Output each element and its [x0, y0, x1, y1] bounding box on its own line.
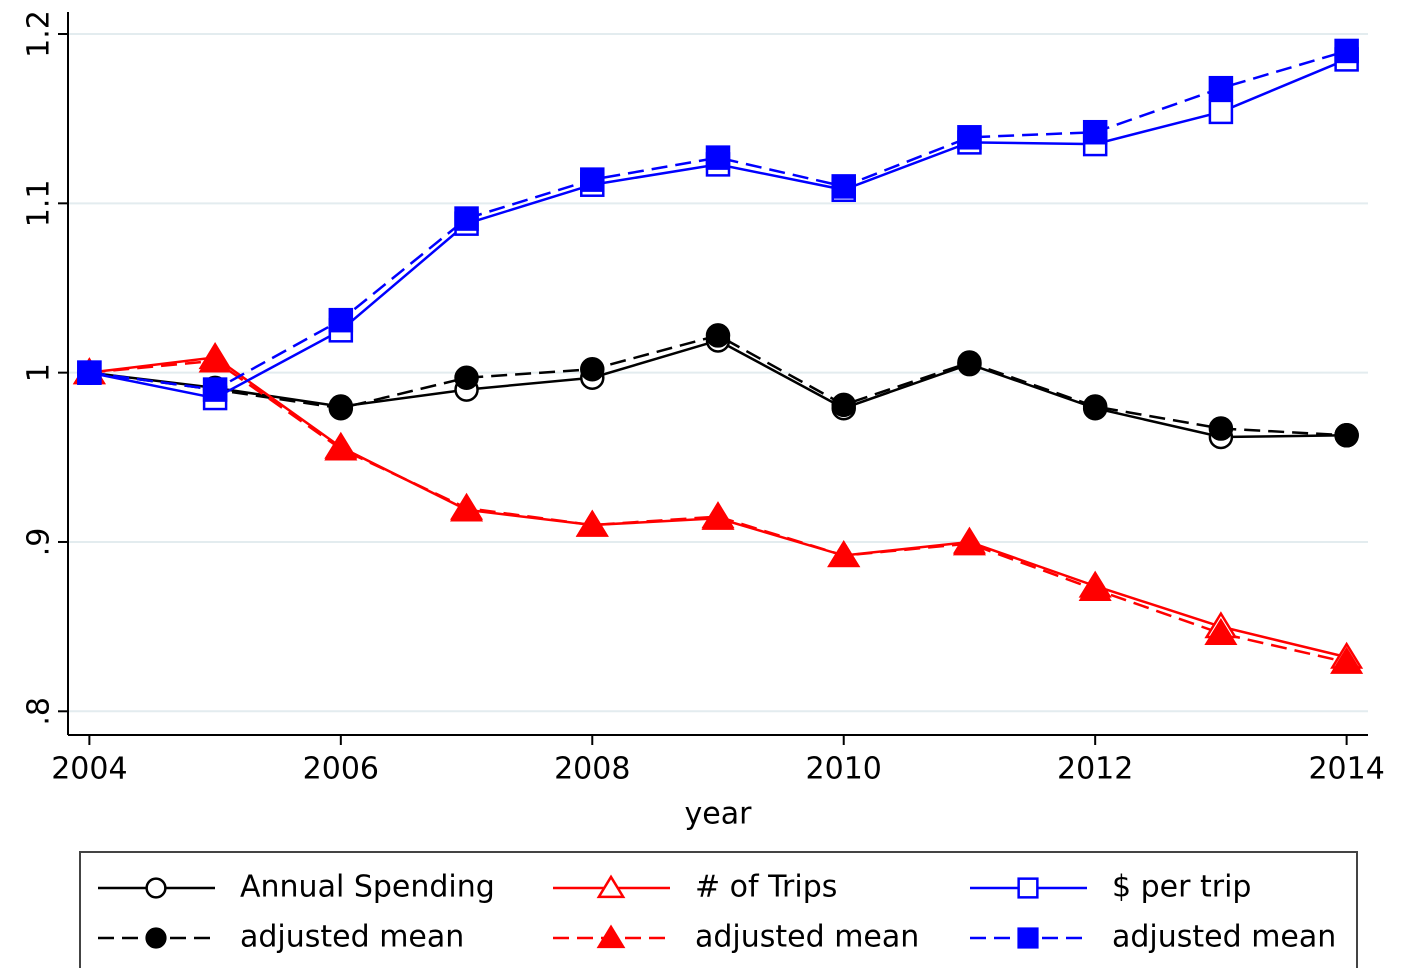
marker — [324, 433, 358, 461]
marker — [1208, 416, 1234, 441]
marker — [1204, 618, 1238, 646]
marker — [831, 392, 856, 418]
marker — [1078, 573, 1112, 602]
marker — [454, 206, 479, 231]
marker — [328, 395, 354, 421]
marker — [1082, 394, 1108, 419]
legend-label: Annual Spending — [240, 870, 495, 905]
marker — [952, 528, 986, 556]
legend-box — [79, 851, 1358, 968]
x-tick-label: 2012 — [1057, 752, 1133, 787]
marker — [705, 145, 731, 170]
y-tick-label: .8 — [22, 697, 57, 726]
marker — [202, 377, 228, 402]
x-tick-label: 2006 — [303, 752, 379, 787]
marker — [575, 509, 609, 537]
legend-marker — [145, 877, 167, 899]
marker — [450, 492, 484, 520]
legend-marker — [596, 924, 626, 949]
marker — [957, 350, 982, 375]
series-line — [89, 359, 1347, 664]
x-tick-label: 2008 — [554, 752, 630, 787]
legend-marker — [1017, 877, 1039, 899]
series-line — [89, 49, 1347, 391]
marker — [1334, 38, 1359, 64]
marker — [957, 125, 982, 150]
marker — [77, 360, 102, 385]
x-axis-label: year — [685, 797, 753, 832]
marker — [1082, 119, 1108, 145]
x-tick-label: 2014 — [1308, 752, 1384, 787]
y-tick-label: .9 — [22, 528, 57, 557]
marker — [1208, 75, 1234, 101]
marker — [705, 323, 731, 348]
marker — [1330, 646, 1364, 674]
marker — [701, 501, 735, 529]
marker — [328, 307, 354, 333]
y-tick-label: 1.2 — [22, 10, 57, 58]
marker — [454, 365, 479, 390]
legend-label: # of Trips — [695, 870, 837, 905]
marker — [198, 345, 232, 373]
legend-label: $ per trip — [1112, 870, 1251, 905]
marker — [580, 357, 605, 382]
legend-marker — [596, 874, 626, 899]
legend-marker — [1017, 927, 1039, 949]
legend-marker — [145, 927, 167, 949]
marker — [580, 167, 605, 192]
y-tick-label: 1.1 — [22, 179, 57, 227]
x-tick-label: 2004 — [51, 752, 127, 787]
marker — [1334, 423, 1359, 448]
legend-label: adjusted mean — [1112, 920, 1336, 955]
legend-label: adjusted mean — [240, 920, 464, 955]
x-tick-label: 2010 — [806, 752, 882, 787]
y-tick-label: 1 — [22, 363, 57, 382]
legend-label: adjusted mean — [695, 920, 919, 955]
marker — [1208, 99, 1234, 125]
marker — [827, 540, 861, 568]
marker — [831, 174, 856, 199]
